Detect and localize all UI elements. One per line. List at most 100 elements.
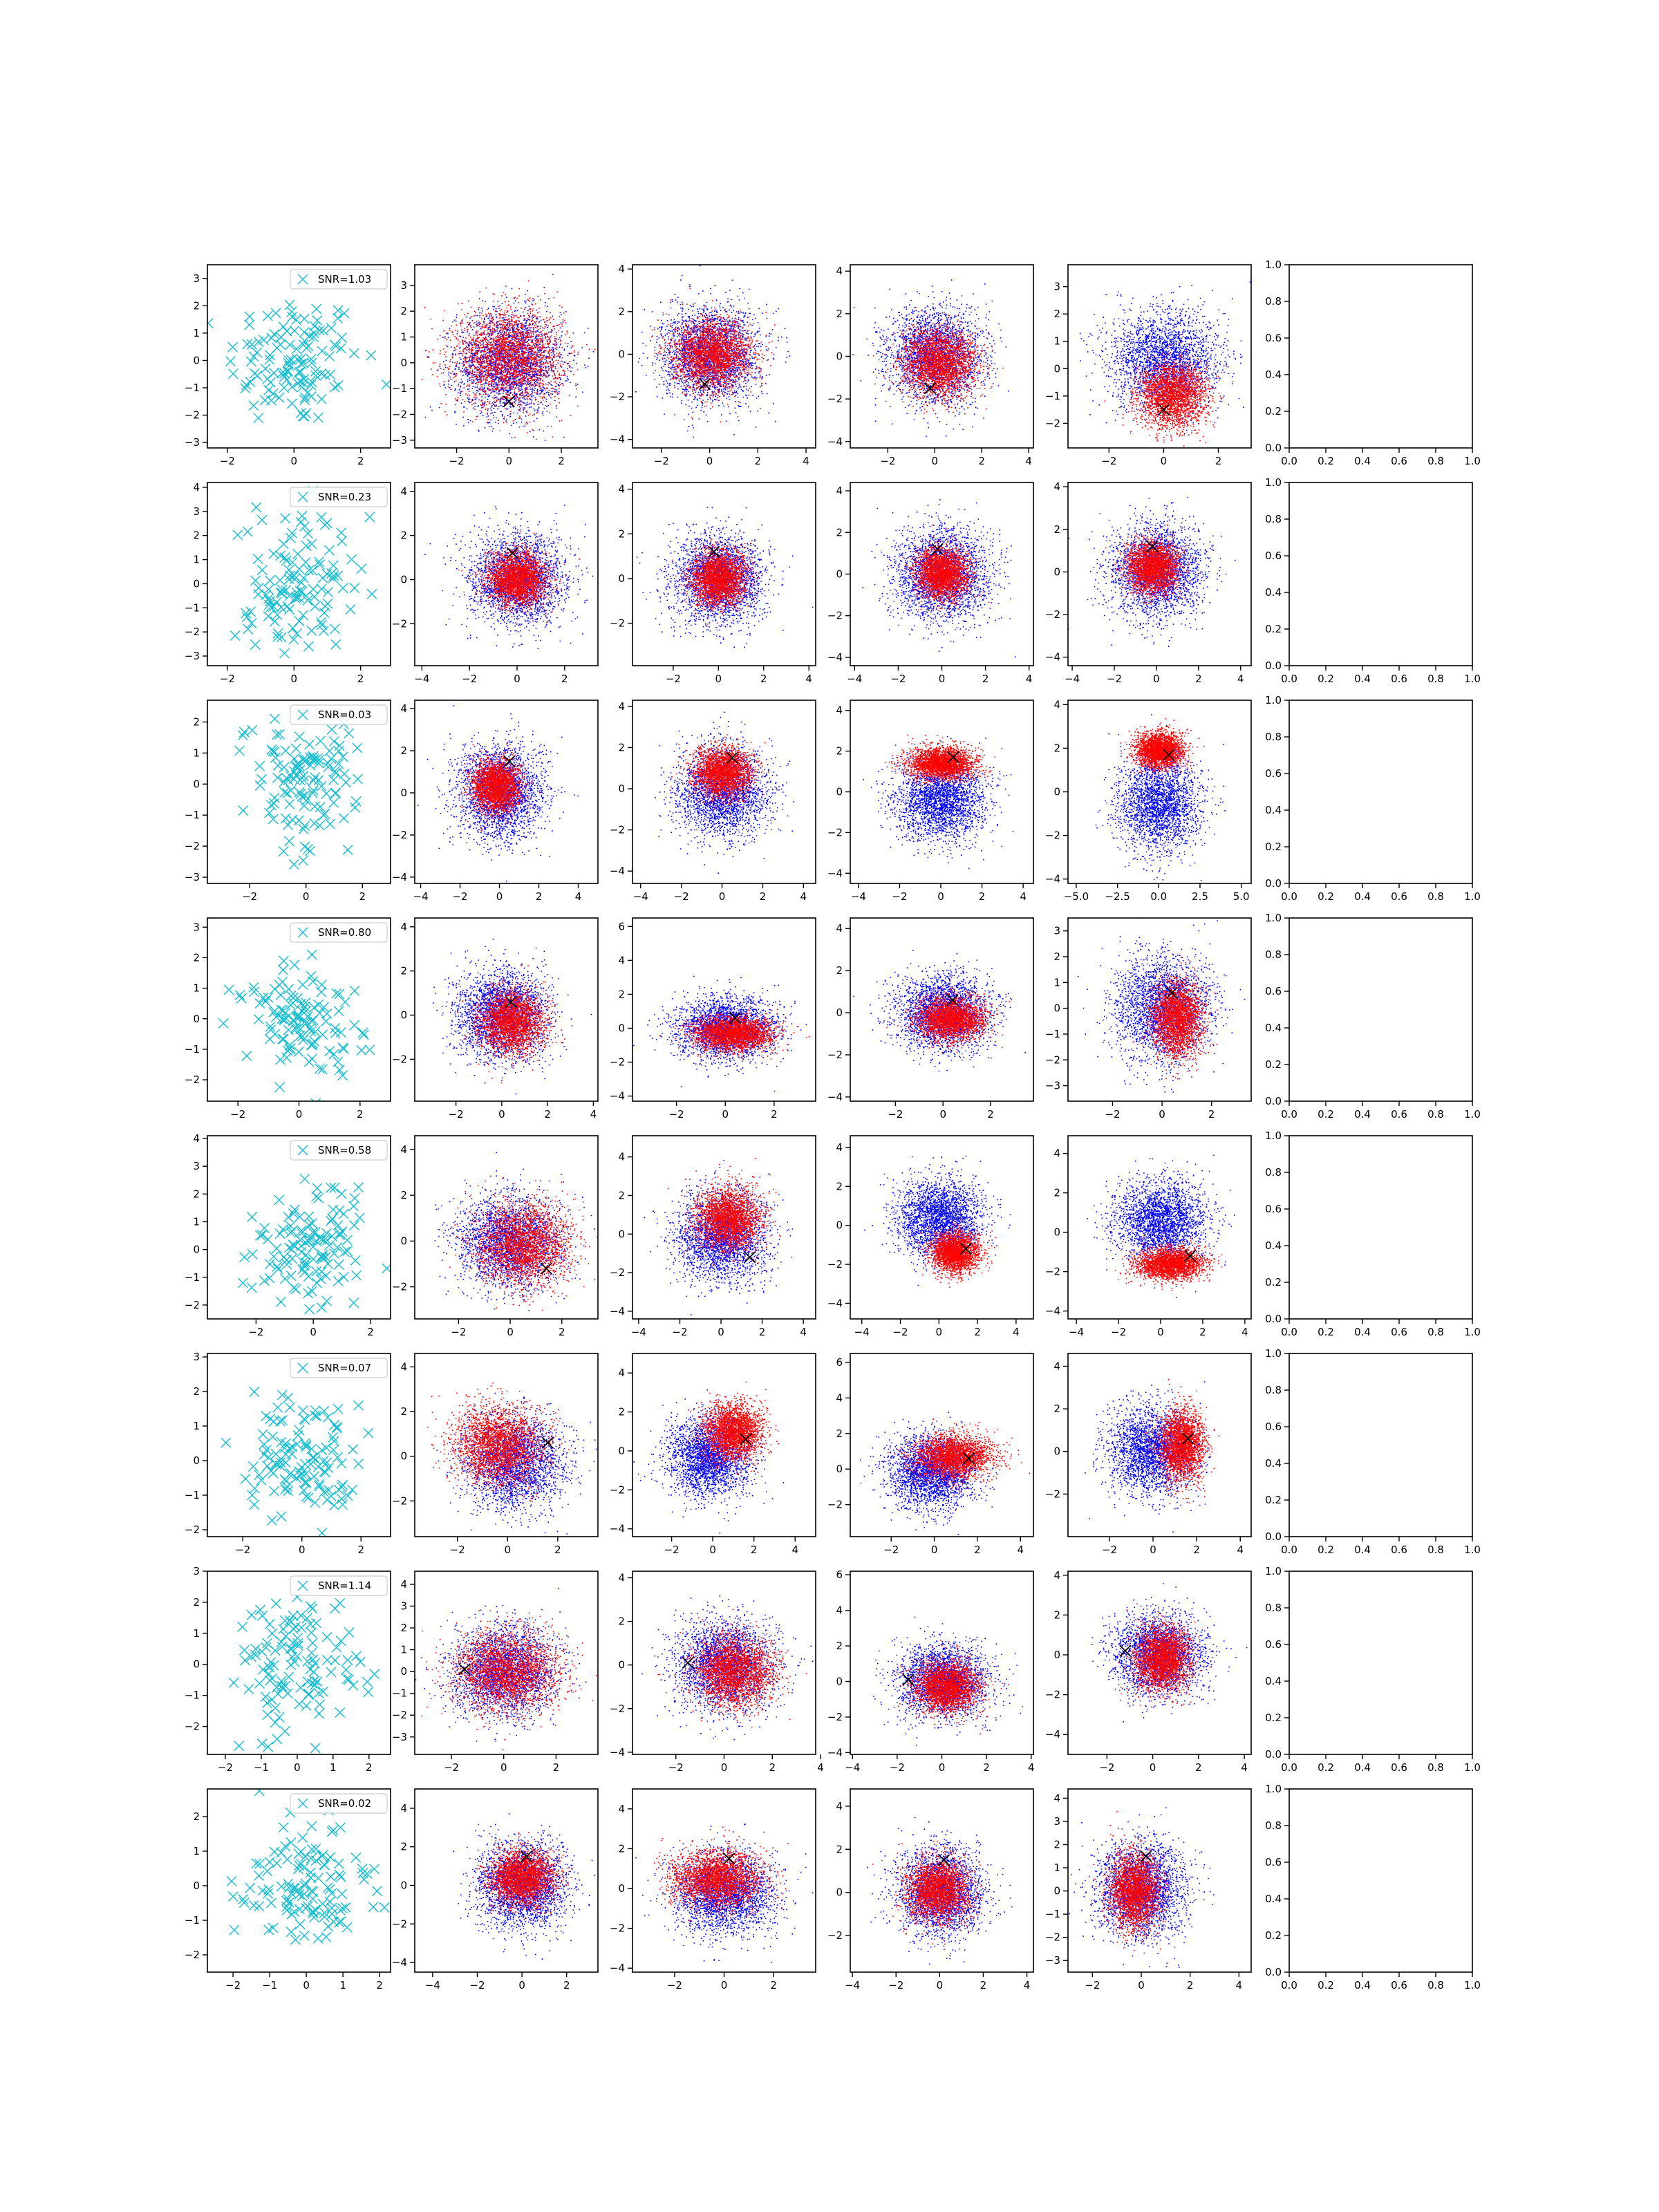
y-tick-label: 0 bbox=[836, 786, 843, 798]
y-tick-label: 0 bbox=[836, 1676, 843, 1688]
y-tick-label: 2 bbox=[400, 305, 407, 317]
y-tick-label: 2 bbox=[1053, 1403, 1060, 1415]
x-tick-label: 4 bbox=[590, 1108, 597, 1121]
y-tick-label: 4 bbox=[618, 263, 625, 275]
x-tick-label: 0 bbox=[303, 1979, 310, 1991]
x-tick-label: 1.0 bbox=[1464, 890, 1481, 903]
x-tick-label: 1.0 bbox=[1464, 673, 1481, 685]
x-tick-label: 0 bbox=[1138, 1979, 1145, 1991]
y-tick-label: 2 bbox=[193, 299, 200, 312]
y-tick-label: 2 bbox=[836, 308, 843, 320]
y-tick-label: −3 bbox=[1045, 1954, 1060, 1967]
y-tick-label: −1 bbox=[185, 1043, 200, 1056]
y-tick-label: −1 bbox=[392, 382, 407, 395]
y-tick-label: 1 bbox=[193, 982, 200, 995]
x-tick-label: −2 bbox=[220, 673, 235, 685]
y-tick-label: 1 bbox=[193, 1215, 200, 1228]
x-tick-label: −2 bbox=[449, 455, 465, 467]
y-tick-label: 4 bbox=[400, 1578, 407, 1591]
x-tick-label: −2.5 bbox=[1105, 890, 1130, 903]
x-tick-label: 1.0 bbox=[1464, 455, 1481, 467]
x-tick-label: 2 bbox=[1208, 1108, 1215, 1121]
y-tick-label: 0 bbox=[1053, 1226, 1060, 1239]
y-tick-label: 0 bbox=[618, 572, 625, 585]
y-tick-label: −4 bbox=[610, 865, 625, 877]
y-tick-label: −3 bbox=[185, 650, 200, 662]
x-tick-label: −2 bbox=[469, 1979, 485, 1991]
x-tick-label: −4 bbox=[631, 1326, 646, 1338]
y-tick-label: 0.2 bbox=[1265, 623, 1282, 635]
y-tick-label: 4 bbox=[400, 1360, 407, 1373]
y-tick-label: 2 bbox=[836, 745, 843, 758]
y-tick-label: −1 bbox=[1045, 1028, 1060, 1040]
x-tick-label: 0 bbox=[1157, 1326, 1164, 1338]
x-tick-label: 4 bbox=[1241, 1761, 1248, 1774]
y-tick-label: 1.0 bbox=[1265, 476, 1282, 489]
x-tick-label: −2 bbox=[667, 1979, 682, 1991]
y-tick-label: −2 bbox=[185, 1721, 200, 1733]
x-tick-label: 1.0 bbox=[1464, 1979, 1481, 1991]
y-tick-label: 3 bbox=[1053, 1815, 1060, 1828]
y-tick-label: 3 bbox=[1053, 925, 1060, 937]
y-tick-label: −4 bbox=[827, 1297, 843, 1309]
x-tick-label: 0 bbox=[1161, 455, 1168, 467]
x-tick-label: 0 bbox=[505, 1544, 512, 1556]
y-tick-label: 0.8 bbox=[1265, 1384, 1282, 1396]
y-tick-label: 4 bbox=[618, 1151, 625, 1163]
y-tick-label: 0.8 bbox=[1265, 513, 1282, 525]
x-tick-label: −2 bbox=[1101, 455, 1116, 467]
y-tick-label: 4 bbox=[1053, 1147, 1060, 1160]
x-tick-label: 0.0 bbox=[1281, 455, 1297, 467]
x-tick-label: 0.4 bbox=[1354, 1979, 1371, 1991]
y-tick-label: −2 bbox=[185, 1524, 200, 1536]
y-tick-label: −1 bbox=[1045, 390, 1060, 402]
x-tick-label: 2 bbox=[771, 1108, 778, 1121]
y-tick-label: 3 bbox=[193, 505, 200, 518]
y-tick-label: −4 bbox=[1045, 651, 1060, 664]
y-tick-label: 6 bbox=[836, 1356, 843, 1369]
x-tick-label: 0.2 bbox=[1318, 1544, 1334, 1556]
y-tick-label: 0 bbox=[193, 1658, 200, 1671]
x-tick-label: 2 bbox=[558, 455, 565, 467]
y-tick-label: −1 bbox=[185, 1489, 200, 1501]
y-tick-label: 1 bbox=[400, 1644, 407, 1656]
y-tick-label: −2 bbox=[185, 1299, 200, 1311]
y-tick-label: 0 bbox=[618, 1228, 625, 1240]
y-tick-label: −1 bbox=[1045, 1908, 1060, 1920]
x-tick-label: 2 bbox=[559, 1326, 565, 1338]
y-tick-label: 0.6 bbox=[1265, 550, 1282, 562]
x-tick-label: −2 bbox=[1105, 1108, 1120, 1121]
x-tick-label: −2 bbox=[248, 1326, 263, 1338]
x-tick-label: 0.0 bbox=[1281, 673, 1297, 685]
y-tick-label: 1.0 bbox=[1265, 1783, 1282, 1795]
x-tick-label: 1.0 bbox=[1464, 1761, 1481, 1774]
y-tick-label: 1 bbox=[1053, 1862, 1060, 1874]
x-tick-label: 0 bbox=[518, 1979, 525, 1991]
x-tick-label: −2 bbox=[462, 673, 477, 685]
x-tick-label: −4 bbox=[845, 1761, 860, 1774]
y-tick-label: 0 bbox=[836, 1463, 843, 1475]
y-tick-label: 2 bbox=[400, 529, 407, 542]
y-tick-label: 1 bbox=[193, 1845, 200, 1857]
x-tick-label: −2 bbox=[654, 455, 669, 467]
y-tick-label: 2 bbox=[618, 1615, 625, 1628]
x-tick-label: 0 bbox=[506, 455, 513, 467]
x-tick-label: 0 bbox=[294, 1761, 301, 1774]
y-tick-label: 4 bbox=[836, 1391, 843, 1404]
x-tick-label: 0.6 bbox=[1391, 1544, 1407, 1556]
x-tick-label: 4 bbox=[575, 890, 582, 903]
x-tick-label: 0 bbox=[310, 1326, 317, 1338]
y-tick-label: 0.8 bbox=[1265, 948, 1282, 961]
x-tick-label: 2 bbox=[987, 1108, 994, 1121]
y-tick-label: 0 bbox=[836, 568, 843, 581]
x-tick-label: −2 bbox=[666, 673, 681, 685]
y-tick-label: 2 bbox=[1053, 742, 1060, 754]
x-tick-label: −2 bbox=[220, 455, 235, 467]
y-tick-label: 0.6 bbox=[1265, 1421, 1282, 1433]
y-tick-label: −4 bbox=[610, 433, 625, 446]
legend-label: SNR=0.07 bbox=[318, 1362, 371, 1374]
x-tick-label: 5.0 bbox=[1233, 890, 1250, 903]
x-tick-label: 0.8 bbox=[1427, 1979, 1444, 1991]
y-tick-label: −4 bbox=[610, 1746, 625, 1759]
